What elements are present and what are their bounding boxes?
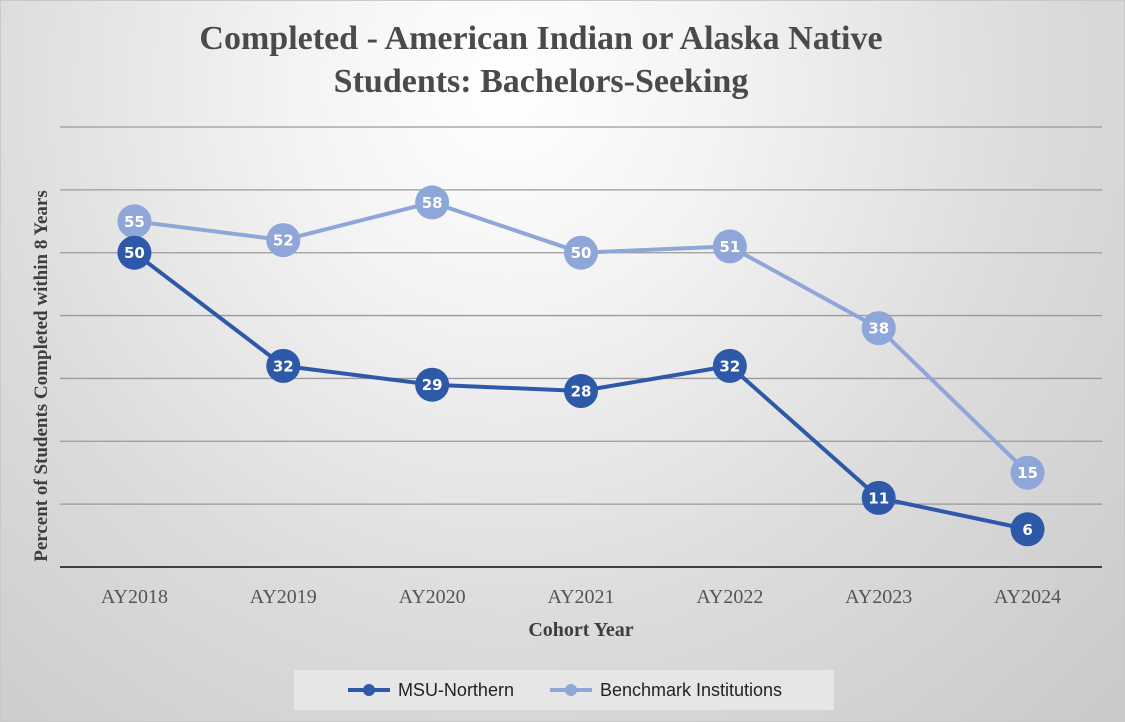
data-label-series-1: 6 xyxy=(1022,521,1032,539)
x-tick-label: AY2018 xyxy=(101,586,168,608)
data-point-series-1 xyxy=(415,367,450,402)
data-label-series-2: 51 xyxy=(719,238,740,256)
data-point-series-1 xyxy=(861,480,896,515)
data-label-series-2: 38 xyxy=(868,320,889,338)
data-label-series-1: 29 xyxy=(422,376,443,394)
x-tick-label: AY2022 xyxy=(696,586,763,608)
data-point-series-1 xyxy=(117,235,152,270)
legend-item-series-1: MSU-Northern xyxy=(346,680,514,701)
data-point-series-2 xyxy=(266,223,301,258)
legend-marker-series-2 xyxy=(549,684,592,696)
data-label-series-1: 50 xyxy=(124,244,145,262)
legend-label-series-2: Benchmark Institutions xyxy=(599,679,783,700)
legend-marker-series-1 xyxy=(347,684,390,696)
chart-title: Completed - American Indian or Alaska Na… xyxy=(199,20,883,100)
x-tick-label: AY2023 xyxy=(845,586,912,608)
x-tick-label: AY2024 xyxy=(994,586,1061,608)
data-point-series-2 xyxy=(1010,455,1045,490)
data-point-series-1 xyxy=(712,348,747,383)
legend-label-series-1: MSU-Northern xyxy=(397,679,514,700)
data-point-series-2 xyxy=(564,235,598,270)
x-tick-label: AY2020 xyxy=(399,586,466,608)
data-label-series-1: 28 xyxy=(571,383,592,401)
x-tick-label: AY2021 xyxy=(547,586,614,608)
data-label-series-2: 55 xyxy=(124,213,145,231)
data-label-series-2: 50 xyxy=(571,244,592,262)
x-tick-label: AY2019 xyxy=(250,586,317,608)
data-label-series-2: 58 xyxy=(422,194,443,212)
data-label-series-1: 11 xyxy=(868,489,889,507)
data-label-series-2: 52 xyxy=(273,232,294,250)
data-point-series-1 xyxy=(1010,512,1045,547)
data-label-series-2: 15 xyxy=(1017,464,1038,482)
data-point-series-1 xyxy=(266,348,301,383)
x-axis-label: Cohort Year xyxy=(528,619,634,641)
data-point-series-2 xyxy=(712,229,747,264)
data-point-series-2 xyxy=(415,185,450,220)
data-label-series-1: 32 xyxy=(273,357,294,375)
legend-item-series-2: Benchmark Institutions xyxy=(548,680,782,701)
data-point-series-2 xyxy=(861,311,896,346)
data-point-series-1 xyxy=(564,374,598,408)
data-label-series-1: 32 xyxy=(719,357,740,375)
legend: MSU-Northern Benchmark Institutions xyxy=(294,670,834,710)
data-point-series-2 xyxy=(117,204,152,239)
